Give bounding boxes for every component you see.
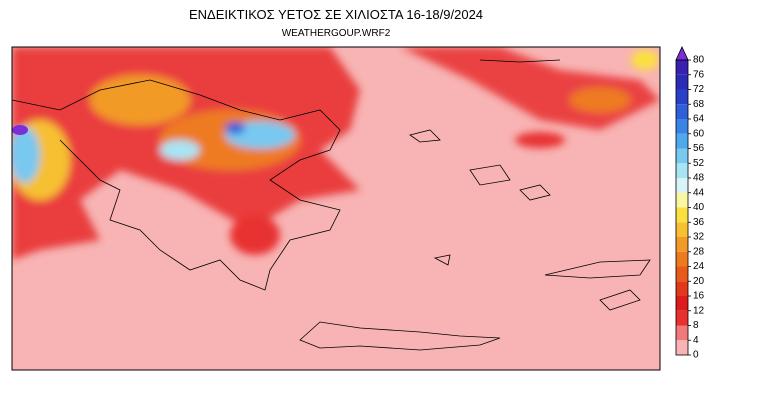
colorbar-tick-label: 32 [693, 232, 705, 243]
colorbar-tick-label: 8 [693, 320, 699, 331]
colorbar-tick-label: 76 [693, 69, 705, 80]
map-frame [11, 46, 661, 371]
colorbar-segment [676, 266, 688, 282]
colorbar-segment [676, 325, 688, 341]
colorbar-segment [676, 296, 688, 311]
colorbar-segment [676, 207, 688, 223]
colorbar-segment [676, 310, 688, 326]
colorbar-segment [676, 178, 688, 193]
colorbar-tick-label: 28 [693, 246, 705, 257]
colorbar-segment [676, 281, 688, 296]
colorbar-tick-label: 16 [693, 291, 705, 302]
colorbar-tick-label: 68 [693, 99, 705, 110]
colorbar-segment [676, 60, 688, 75]
colorbar-tick-label: 36 [693, 217, 705, 228]
colorbar-tick-label: 60 [693, 128, 705, 139]
colorbar-segment [676, 89, 688, 105]
colorbar-segment [676, 74, 688, 90]
map-title: ΕΝΔΕΙΚΤΙΚΟΣ ΥΕΤΟΣ ΣΕ ΧΙΛΙΟΣΤΑ 16-18/9/20… [189, 7, 483, 22]
colorbar-tick-label: 44 [693, 187, 705, 198]
colorbar-tick-label: 72 [693, 84, 705, 95]
colorbar-tick-label: 20 [693, 276, 705, 287]
map-subtitle: WEATHERGOUP.WRF2 [282, 28, 391, 39]
colorbar-tick-label: 52 [693, 158, 705, 169]
colorbar-segment [676, 251, 688, 267]
colorbar-tick-label: 0 [693, 350, 699, 361]
colorbar-segment [676, 237, 688, 252]
colorbar-tick-label: 56 [693, 143, 705, 154]
colorbar-tick-label: 40 [693, 202, 705, 213]
colorbar-tick-label: 24 [693, 261, 705, 272]
colorbar-tick-label: 12 [693, 305, 705, 316]
rain-field [12, 47, 660, 370]
colorbar-segment [676, 163, 688, 178]
colorbar-tick-label: 4 [693, 335, 699, 346]
colorbar-segment [676, 133, 688, 149]
colorbar-tick-label: 80 [693, 55, 705, 66]
colorbar-segment [676, 192, 688, 208]
colorbar-tick-label: 64 [693, 114, 705, 125]
colorbar-tick-label: 48 [693, 173, 705, 184]
colorbar-segment [676, 340, 688, 355]
colorbar-segment [676, 104, 688, 119]
colorbar-segment [676, 119, 688, 134]
colorbar-segment [676, 222, 688, 237]
colorbar-segment [676, 148, 688, 164]
colorbar-over-arrow [675, 46, 689, 61]
